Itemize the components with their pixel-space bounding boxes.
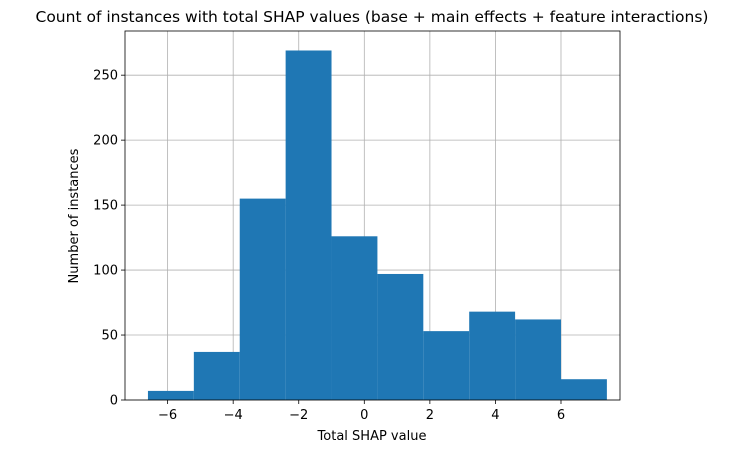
bars [147,50,607,400]
histogram-bar [560,379,607,400]
y-axis-ticks: 0 50 100 150 200 250 [93,69,125,409]
histogram-bar [423,331,470,400]
histogram-bar [239,198,286,400]
x-tick-label: −2 [289,408,308,423]
y-tick-label: 150 [93,199,118,214]
histogram-bar [147,390,194,400]
x-axis-label: Total SHAP value [317,429,427,444]
x-tick-label: 0 [360,408,368,423]
y-tick-label: 0 [110,394,118,409]
axes-frame [124,30,621,401]
histogram-bar [377,273,424,400]
x-tick-label: 4 [491,408,499,423]
x-tick-label: 2 [426,408,434,423]
histogram-bar [285,50,332,400]
y-tick-label: 100 [93,264,118,279]
histogram-bar [515,319,561,400]
y-axis-label: Number of instances [67,148,82,283]
chart-title: Count of instances with total SHAP value… [36,8,709,26]
y-tick-label: 200 [93,134,118,149]
y-tick-label: 250 [93,69,118,84]
histogram-bar [331,236,378,400]
histogram-bar [469,311,516,400]
x-axis-ticks: −6 −4 −2 0 2 4 6 [158,400,565,423]
x-tick-label: 6 [557,408,565,423]
x-tick-label: −4 [224,408,243,423]
x-tick-label: −6 [158,408,177,423]
histogram-bar [193,351,240,400]
y-tick-label: 50 [101,329,118,344]
